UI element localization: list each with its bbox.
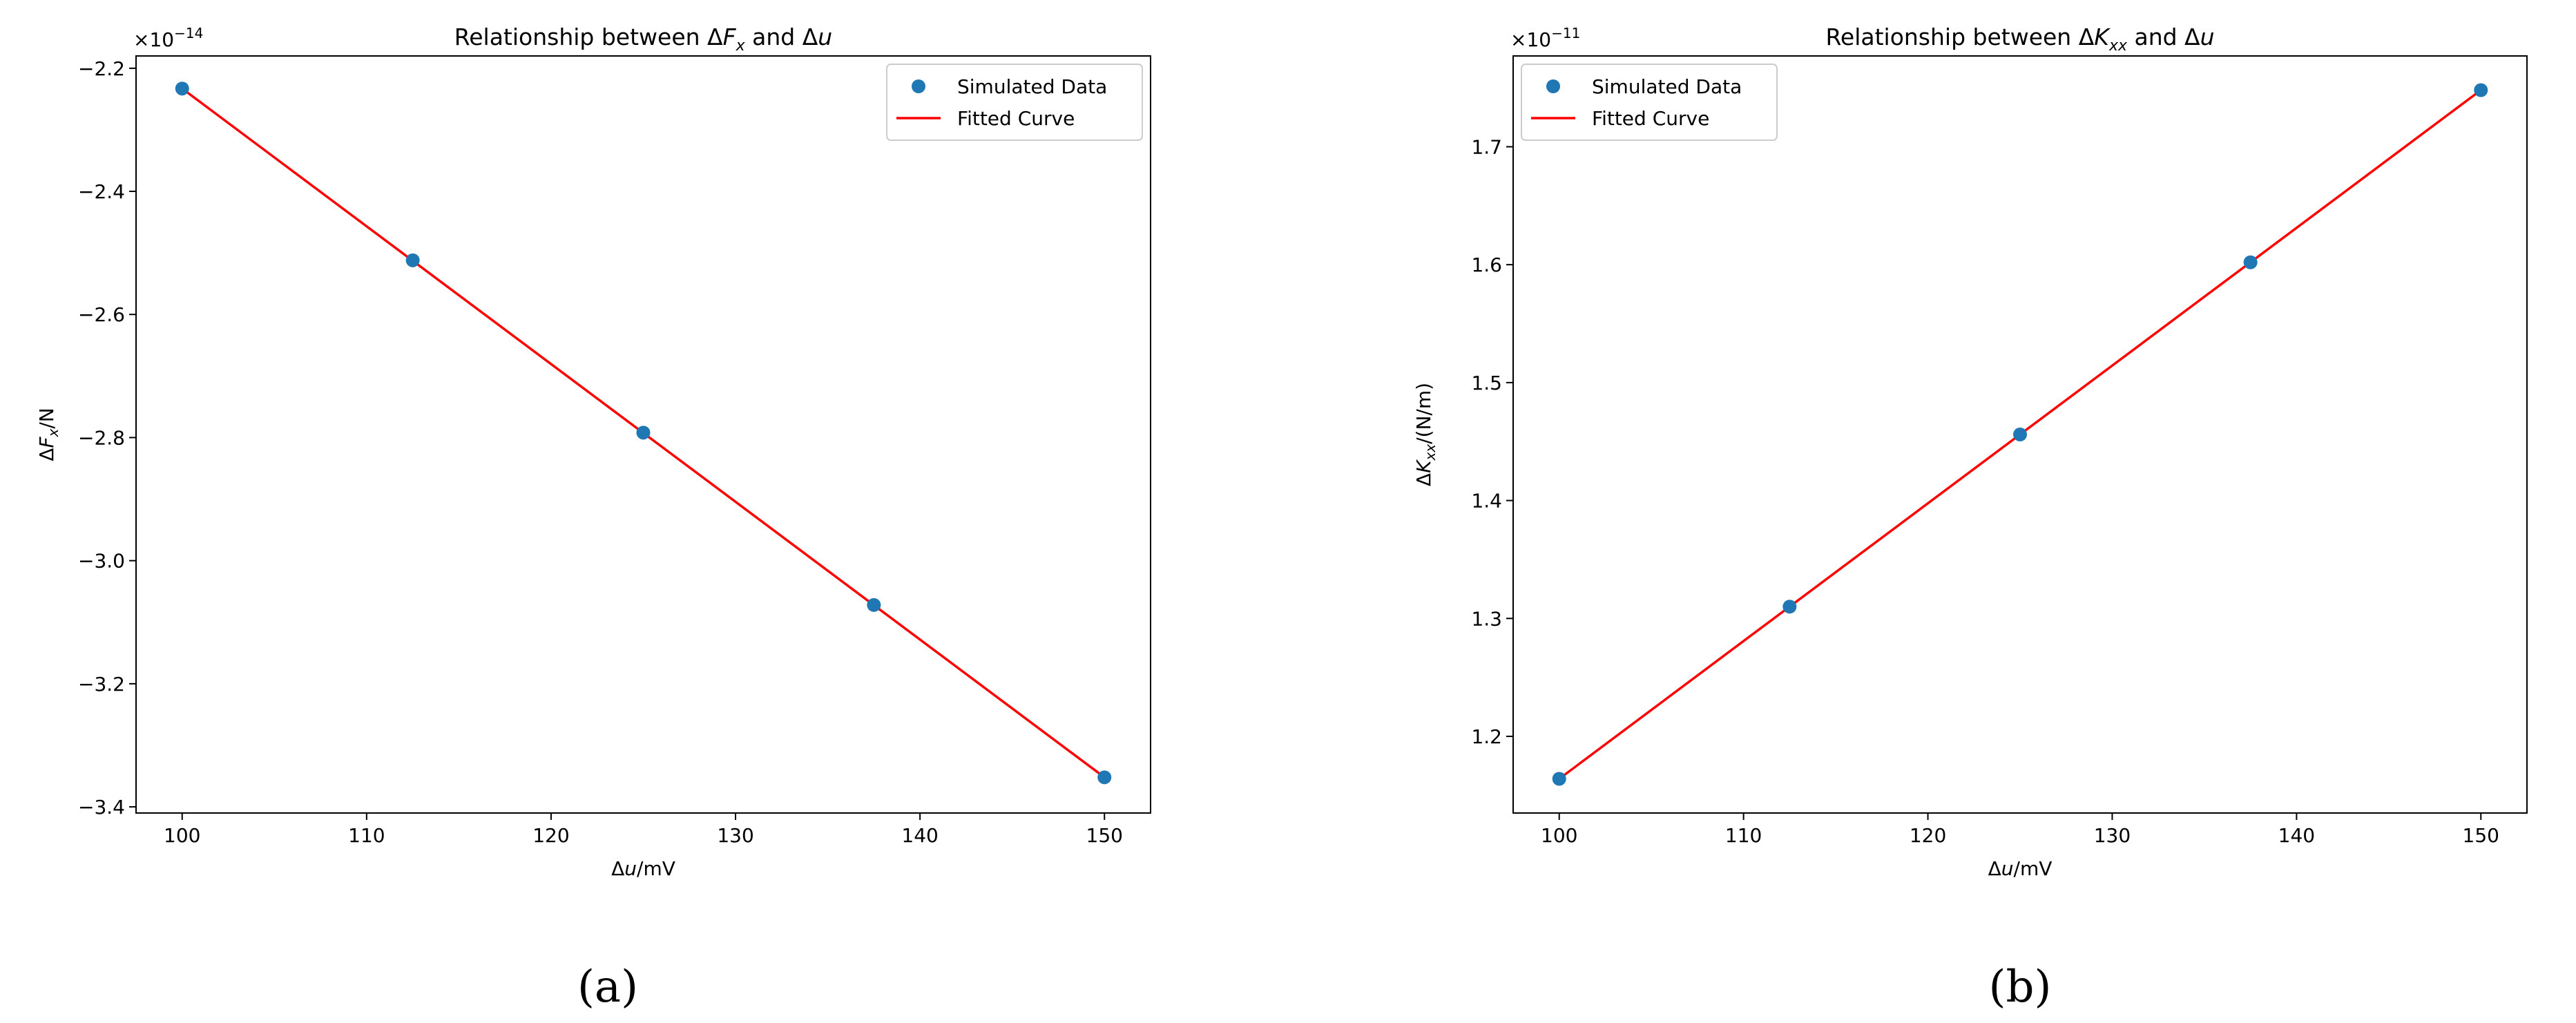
- y-tick-label: 1.6: [1471, 254, 1502, 276]
- x-tick-label: 100: [1541, 824, 1577, 847]
- y-tick-label: 1.4: [1471, 490, 1502, 513]
- legend-box: [1521, 64, 1778, 141]
- x-tick-label: 140: [2278, 824, 2315, 847]
- offset-exponent: −11: [1551, 25, 1580, 41]
- y-axis-label: ΔKxx/(N/m): [1412, 383, 1439, 486]
- chart-title: Relationship between ΔKxx and Δu: [1825, 23, 2214, 55]
- x-tick-label: 150: [1086, 824, 1123, 847]
- label-text: Δ: [35, 448, 58, 461]
- y-tick-label: 1.5: [1471, 372, 1502, 394]
- y-tick-label: −2.2: [78, 57, 125, 80]
- x-tick-label: 130: [2094, 824, 2131, 847]
- x-tick-label: 110: [348, 824, 385, 847]
- offset-exponent: −14: [174, 25, 203, 41]
- x-tick-label: 120: [532, 824, 569, 847]
- x-axis-label: Δu/mV: [1988, 857, 2053, 880]
- legend-marker-simulated: [912, 79, 925, 93]
- data-point: [1552, 772, 1566, 786]
- y-tick-label: −2.8: [78, 426, 125, 449]
- y-tick-label: −3.4: [78, 796, 125, 819]
- legend: Simulated Data Fitted Curve: [886, 64, 1143, 141]
- label-text: Δ: [1412, 473, 1435, 486]
- label-subscript: x: [45, 428, 61, 437]
- label-text: /mV: [637, 857, 675, 880]
- label-subscript: xx: [1422, 444, 1439, 461]
- x-tick-label: 130: [717, 824, 753, 847]
- data-point: [2013, 428, 2027, 441]
- label-text: /N: [35, 408, 58, 428]
- offset-base: ×10: [133, 28, 174, 51]
- legend: Simulated Data Fitted Curve: [1521, 64, 1778, 141]
- title-variable: K: [2094, 23, 2111, 50]
- legend-box: [886, 64, 1143, 141]
- label-text: Δ: [1988, 857, 2001, 880]
- legend-label: Fitted Curve: [957, 107, 1075, 130]
- x-tick-label: 110: [1725, 824, 1762, 847]
- data-point: [1782, 600, 1797, 614]
- label-variable: u: [624, 857, 637, 880]
- label-text: /(N/m): [1412, 383, 1435, 444]
- y-tick-label: 1.3: [1471, 607, 1502, 630]
- data-point: [405, 253, 420, 267]
- title-subscript: xx: [2108, 37, 2128, 55]
- chart-panel-2: 100 110 120 130 140 150 1.2 1.3 1.4 1.5 1.6 1.7 ×10−…: [1412, 23, 2528, 1013]
- x-tick-label: 120: [1910, 824, 1946, 847]
- legend-label: Simulated Data: [957, 75, 1107, 98]
- y-offset-text: ×10−14: [133, 25, 203, 51]
- title-variable: u: [818, 23, 832, 50]
- label-variable: F: [35, 437, 58, 448]
- data-point: [867, 597, 881, 612]
- title-text: and Δ: [2127, 23, 2200, 50]
- x-tick-label: 140: [901, 824, 938, 847]
- x-axis-label: Δu/mV: [611, 857, 675, 880]
- data-point: [636, 426, 651, 440]
- title-text: and Δ: [745, 23, 818, 50]
- data-point: [2474, 83, 2488, 97]
- y-tick-label: 1.7: [1471, 135, 1502, 158]
- plot-frame: [1512, 55, 2528, 814]
- panel-caption: (b): [1989, 962, 2052, 1013]
- label-text: Δ: [611, 857, 624, 880]
- title-text: Relationship between Δ: [1825, 23, 2094, 50]
- title-variable: u: [2200, 23, 2215, 50]
- legend-label: Fitted Curve: [1592, 107, 1709, 130]
- x-tick-label: 100: [164, 824, 200, 847]
- title-subscript: x: [736, 37, 746, 55]
- plot-frame: [135, 55, 1151, 814]
- y-tick-label: −2.4: [78, 180, 125, 203]
- y-axis-label: ΔFx/N: [35, 408, 61, 461]
- x-tick-label: 150: [2463, 824, 2499, 847]
- y-tick-label: 1.2: [1471, 725, 1502, 748]
- y-tick-label: −3.2: [78, 673, 125, 696]
- legend-label: Simulated Data: [1592, 75, 1742, 98]
- offset-base: ×10: [1510, 28, 1551, 51]
- chart-panel-1: 100 110 120 130 140 150 −2.2 −2.4 −2.6 −2.8 −3.0 −3…: [35, 23, 1151, 1013]
- data-point: [2243, 255, 2258, 269]
- y-offset-text: ×10−11: [1510, 25, 1580, 51]
- panel-caption: (a): [577, 962, 638, 1013]
- title-variable: F: [723, 23, 737, 50]
- data-point: [1097, 770, 1112, 785]
- title-text: Relationship between Δ: [454, 23, 723, 50]
- legend-marker-simulated: [1546, 79, 1560, 93]
- data-point: [175, 82, 189, 96]
- y-tick-label: −2.6: [78, 303, 125, 326]
- y-tick-label: −3.0: [78, 550, 125, 573]
- chart-title: Relationship between ΔFx and Δu: [454, 23, 832, 55]
- label-text: /mV: [2014, 857, 2053, 880]
- label-variable: K: [1412, 459, 1435, 473]
- label-variable: u: [2001, 857, 2014, 880]
